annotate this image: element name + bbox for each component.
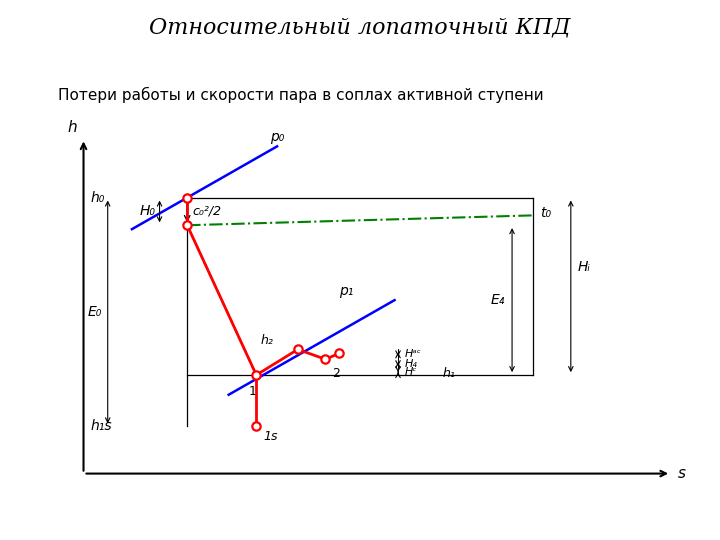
Text: h₁: h₁ (443, 367, 456, 380)
Text: p₁: p₁ (339, 284, 354, 298)
Text: E₀: E₀ (88, 305, 102, 319)
Text: Потери работы и скорости пара в соплах активной ступени: Потери работы и скорости пара в соплах а… (58, 86, 543, 103)
Text: Hᵢ: Hᵢ (577, 260, 590, 274)
Text: Hᶜ: Hᶜ (405, 367, 418, 377)
Text: h₁s: h₁s (91, 419, 112, 433)
Text: Относительный лопаточный КПД: Относительный лопаточный КПД (149, 16, 571, 38)
Text: H₄: H₄ (405, 359, 418, 369)
Text: c₀²/2: c₀²/2 (193, 204, 222, 217)
Text: 1s: 1s (264, 430, 278, 443)
Text: s: s (678, 466, 686, 481)
Text: t₀: t₀ (540, 206, 551, 220)
Text: E₄: E₄ (491, 293, 505, 307)
Text: h₀: h₀ (91, 191, 105, 205)
Text: h: h (67, 119, 76, 134)
Text: 2: 2 (333, 367, 341, 380)
Text: p₀: p₀ (270, 131, 284, 144)
Text: Hᵃᶜ: Hᵃᶜ (405, 349, 422, 359)
Text: H₀: H₀ (140, 205, 156, 219)
Text: 1: 1 (249, 385, 257, 398)
Text: h₂: h₂ (261, 334, 274, 347)
